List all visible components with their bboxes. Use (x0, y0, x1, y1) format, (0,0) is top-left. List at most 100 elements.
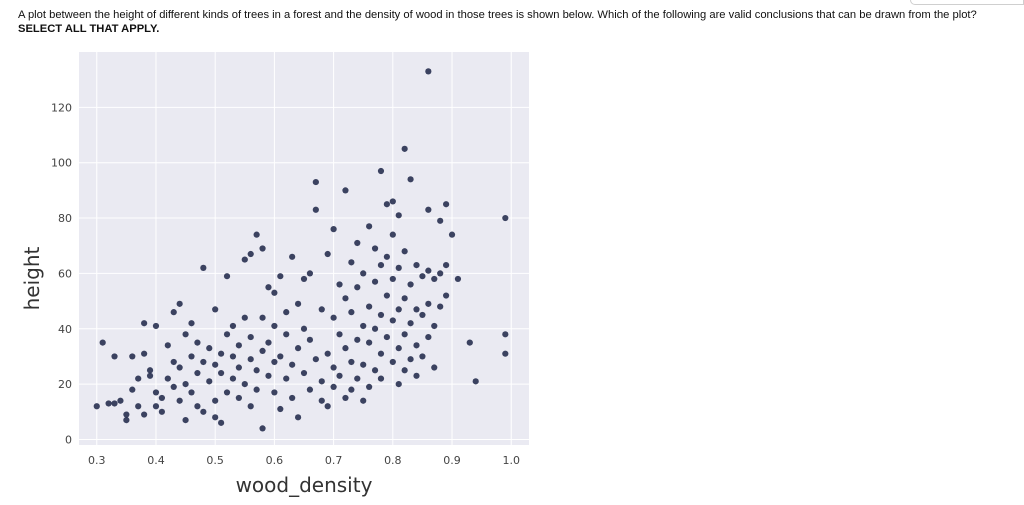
data-point (289, 253, 296, 260)
data-point (182, 416, 189, 424)
data-point (164, 375, 171, 382)
data-point (377, 350, 385, 357)
data-point (229, 375, 237, 382)
data-point (111, 353, 118, 360)
data-point (371, 278, 379, 285)
data-point (182, 331, 189, 338)
x-tick-label: 0.9 (443, 454, 461, 467)
data-point (330, 364, 337, 371)
data-point (194, 369, 201, 377)
data-point (212, 397, 219, 404)
data-point (401, 367, 408, 374)
data-point (401, 295, 408, 302)
data-point (271, 389, 278, 396)
data-point (141, 350, 148, 357)
data-point (425, 300, 432, 307)
data-point (502, 331, 509, 338)
data-point (235, 394, 242, 402)
data-point (472, 378, 479, 385)
data-point (354, 336, 361, 343)
data-point (336, 372, 343, 379)
data-point (330, 226, 337, 233)
data-point (294, 300, 302, 307)
data-point (312, 356, 319, 363)
data-point (170, 383, 177, 390)
data-point (123, 411, 130, 418)
data-point (300, 369, 308, 377)
data-point (502, 350, 509, 357)
data-point (366, 223, 373, 230)
data-point (466, 339, 473, 346)
data-point (312, 206, 319, 213)
x-tick-labels: 0.3 0.4 0.5 0.6 0.7 0.8 0.9 1.0 (88, 454, 520, 467)
data-point (223, 331, 231, 338)
data-point (117, 397, 124, 404)
y-tick-label: 100 (51, 157, 72, 170)
data-point (265, 284, 272, 291)
data-point (194, 339, 201, 346)
data-point (300, 275, 308, 283)
data-point (152, 389, 160, 396)
data-point (265, 372, 272, 379)
data-point (419, 273, 426, 280)
data-point (158, 408, 165, 415)
scatter-chart: 0.3 0.4 0.5 0.6 0.7 0.8 0.9 1.0 0 20 40 60 80 100 120… (20, 52, 529, 497)
data-point (360, 270, 367, 277)
data-point (324, 250, 331, 258)
data-point (247, 333, 254, 341)
x-tick-label: 0.8 (384, 454, 402, 467)
data-point (413, 342, 420, 349)
data-point (443, 292, 450, 299)
data-point (425, 206, 432, 213)
data-point (182, 381, 189, 388)
data-point (247, 250, 254, 258)
data-point (371, 245, 379, 252)
data-point (366, 339, 373, 346)
x-tick-label: 0.5 (206, 454, 224, 467)
data-point (164, 342, 171, 349)
data-point (194, 403, 201, 410)
data-point (342, 394, 349, 402)
data-point (389, 317, 396, 324)
data-point (123, 416, 130, 424)
data-point (218, 350, 225, 357)
data-point (188, 353, 195, 360)
data-point (354, 284, 361, 291)
data-point (170, 309, 177, 316)
data-point (425, 267, 432, 274)
data-point (360, 322, 367, 330)
data-point (389, 198, 396, 205)
data-point (454, 275, 462, 283)
data-point (318, 397, 325, 404)
data-point (431, 322, 438, 330)
data-point (289, 361, 296, 368)
y-tick-label: 20 (58, 378, 72, 391)
y-tick-label: 60 (58, 267, 72, 280)
data-point (146, 367, 154, 374)
data-point (377, 262, 385, 269)
data-point (271, 358, 278, 366)
data-point (437, 217, 444, 224)
y-tick-labels: 0 20 40 60 80 100 120 (51, 101, 72, 446)
data-point (229, 322, 237, 330)
data-point (176, 364, 183, 371)
data-point (395, 381, 402, 388)
y-tick-label: 0 (65, 433, 72, 446)
y-tick-label: 40 (58, 323, 72, 336)
data-point (443, 201, 450, 208)
data-point (336, 331, 343, 338)
x-tick-label: 0.3 (88, 454, 106, 467)
data-point (135, 403, 142, 410)
data-point (277, 353, 284, 360)
data-point (395, 212, 402, 219)
data-point (99, 339, 106, 346)
question-body: A plot between the height of different k… (18, 9, 977, 21)
data-point (401, 145, 408, 152)
data-point (437, 270, 444, 277)
data-point (371, 325, 379, 332)
data-point (188, 389, 195, 396)
data-point (241, 256, 248, 263)
data-point (141, 320, 148, 327)
data-point (223, 273, 231, 280)
data-point (342, 345, 349, 352)
